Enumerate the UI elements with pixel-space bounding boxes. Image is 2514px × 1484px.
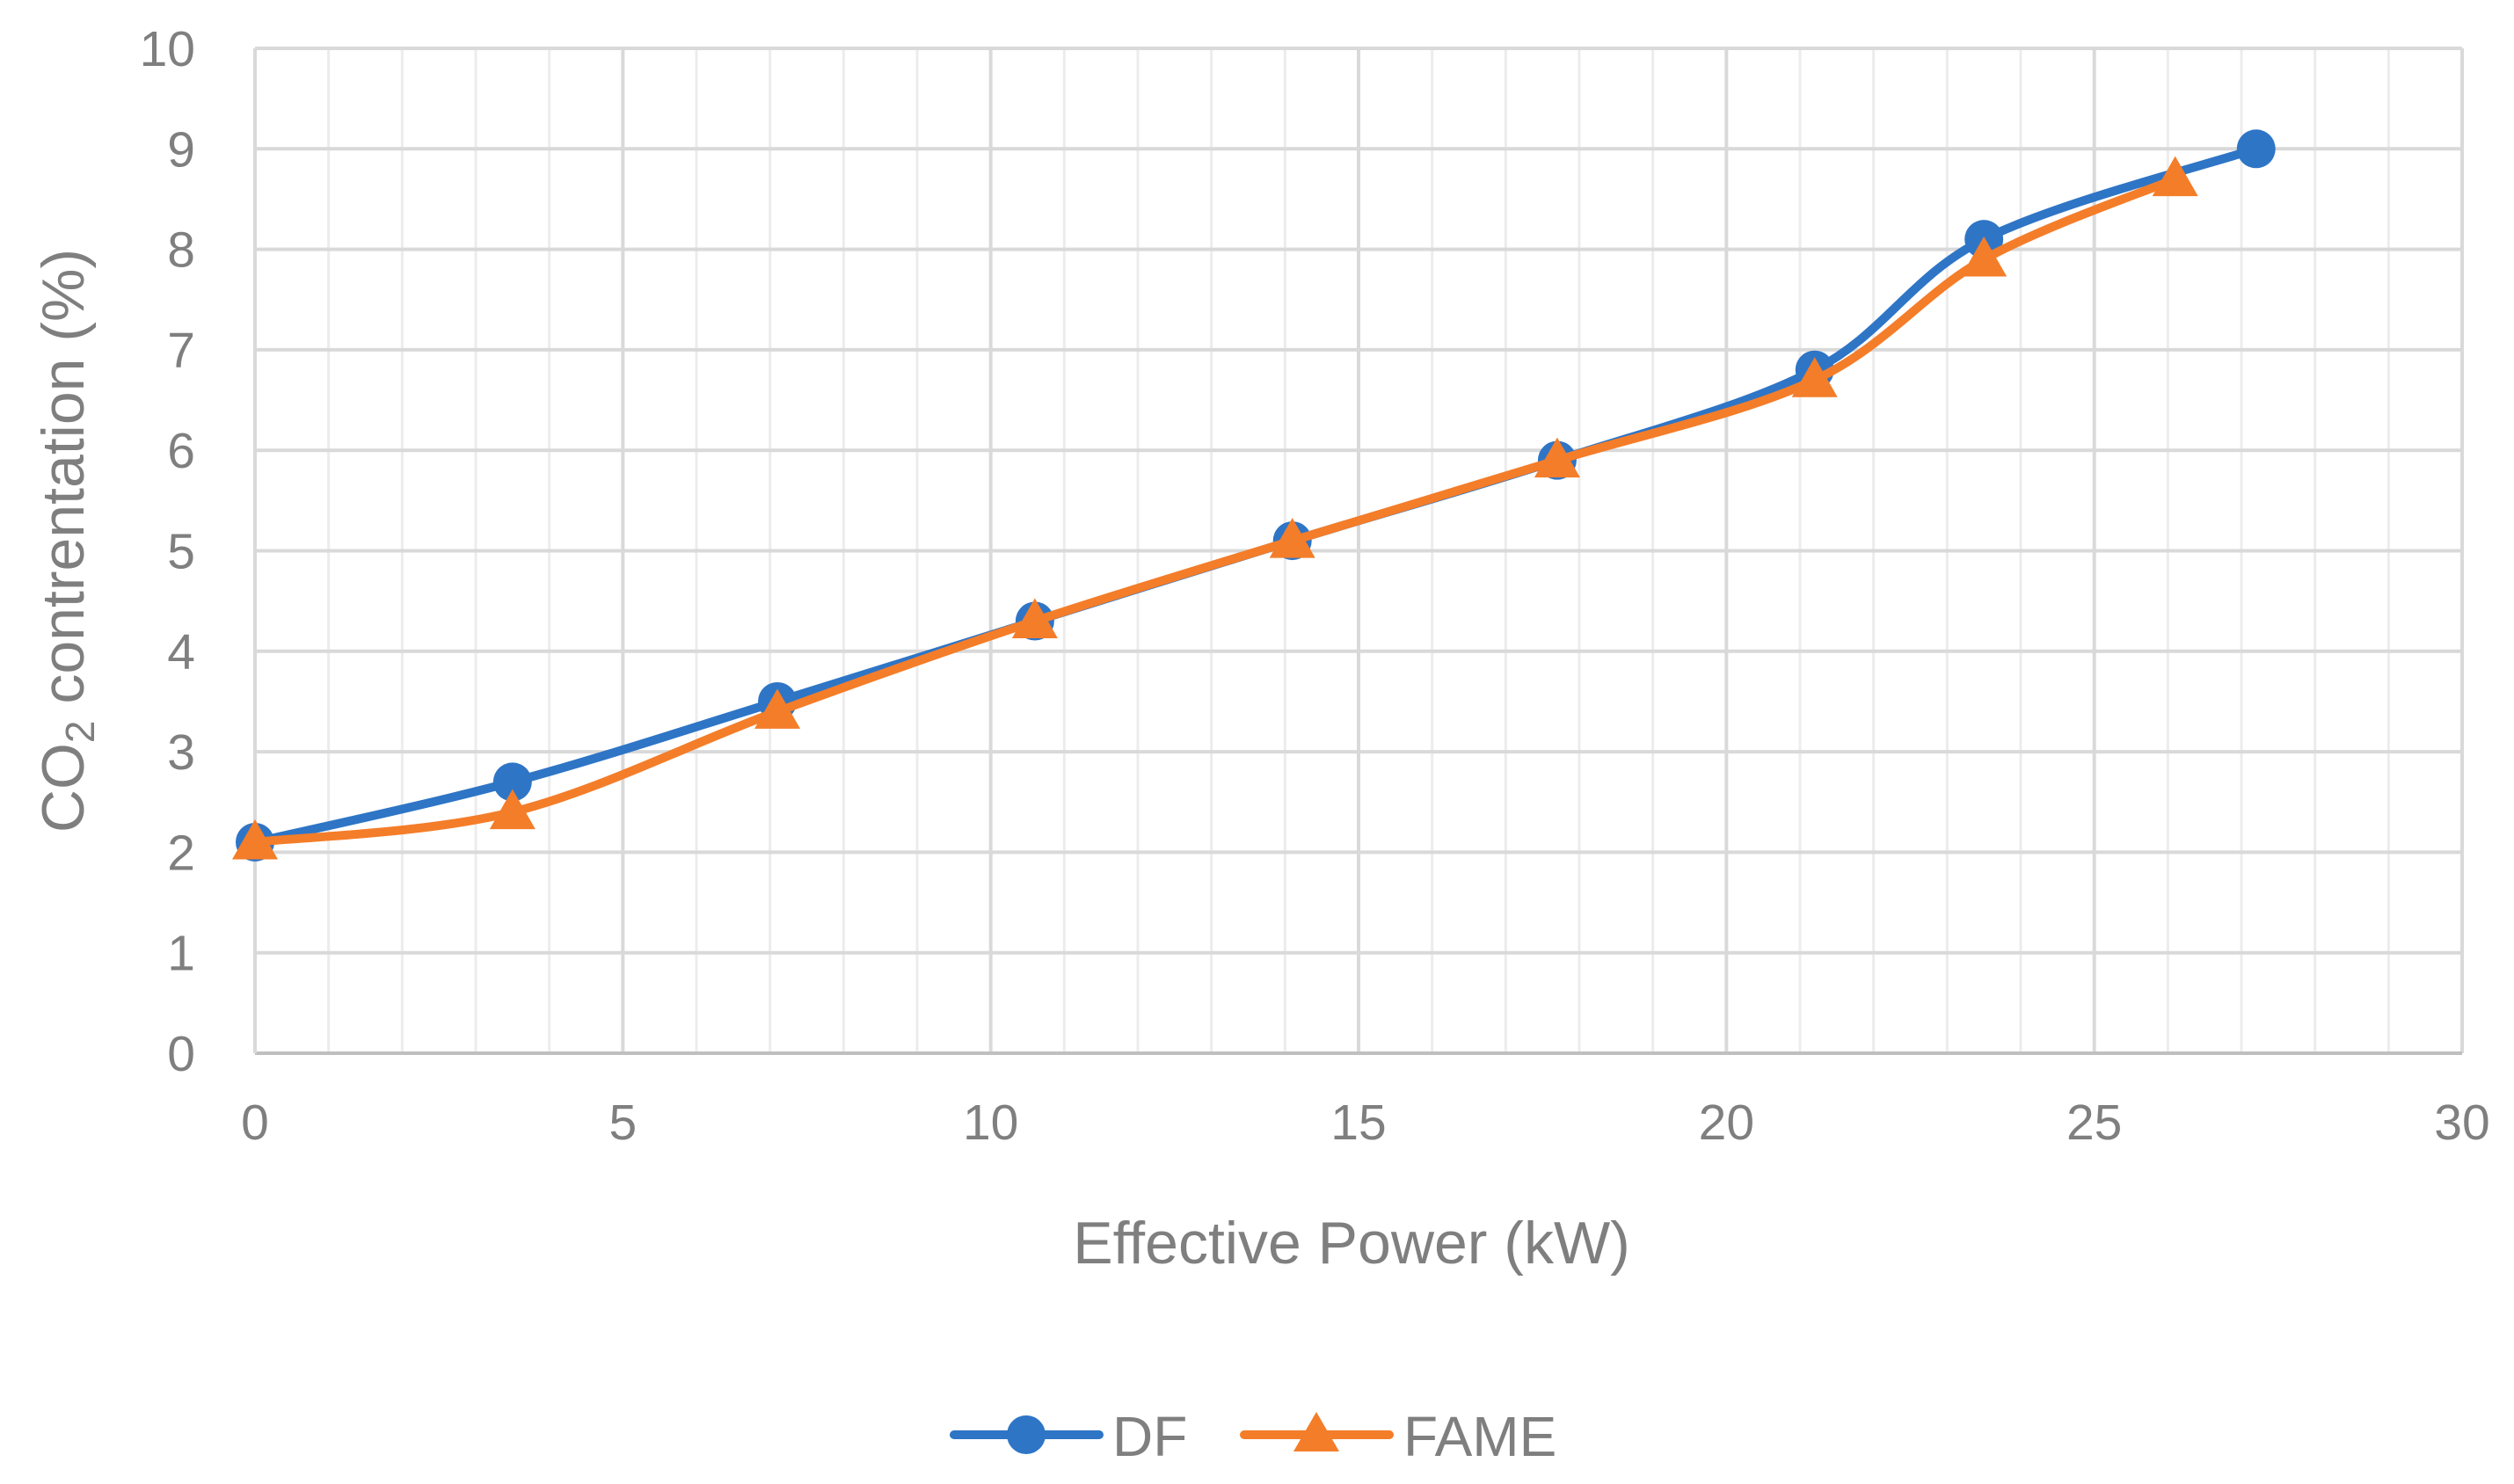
y-tick-label: 7 [167, 323, 195, 379]
data-point-fame[interactable] [2152, 156, 2198, 197]
legend-fame-marker [1293, 1412, 1339, 1451]
data-point-fame[interactable] [232, 818, 278, 860]
y-axis-title-subscript: 2 [57, 721, 103, 744]
y-tick-label: 10 [140, 21, 195, 77]
y-axis-title: CO2 contrentation (%) [30, 249, 103, 833]
legend-item-fame[interactable]: FAME [1240, 1405, 1556, 1468]
y-tick-labels: 0 1 2 3 4 5 6 7 8 9 10 [140, 21, 195, 1082]
series-line-df [251, 144, 2261, 847]
x-tick-label: 15 [1330, 1095, 1386, 1151]
major-gridlines [255, 47, 2464, 1053]
x-tick-label: 5 [608, 1095, 637, 1151]
data-point-df[interactable] [492, 762, 532, 802]
x-axis-title: Effective Power (kW) [1073, 1210, 1630, 1277]
data-point-fame[interactable] [1534, 437, 1580, 478]
y-axis-title-prefix: CO [30, 743, 97, 833]
data-point-fame[interactable] [754, 688, 801, 729]
series-line-fame [251, 174, 2180, 847]
data-point-fame[interactable] [1269, 518, 1315, 558]
x-tick-label: 10 [963, 1095, 1018, 1151]
y-tick-label: 1 [167, 926, 195, 982]
y-tick-label: 0 [167, 1026, 195, 1082]
y-tick-label: 4 [167, 624, 195, 680]
data-point-df[interactable] [2236, 129, 2276, 169]
x-tick-label: 0 [241, 1095, 269, 1151]
y-axis-title-suffix: contrentation (%) [30, 249, 97, 721]
y-tick-label: 5 [167, 524, 195, 580]
series-layer [232, 129, 2276, 862]
legend-df-marker [1007, 1415, 1046, 1454]
legend-df-label: DF [1112, 1405, 1187, 1468]
data-point-fame[interactable] [1011, 598, 1058, 639]
x-tick-label: 20 [1699, 1095, 1754, 1151]
data-point-fame[interactable] [1791, 357, 1838, 397]
y-tick-label: 8 [167, 222, 195, 279]
x-tick-label: 30 [2434, 1095, 2489, 1151]
data-point-fame[interactable] [1961, 236, 2008, 277]
y-tick-label: 6 [167, 423, 195, 479]
series-fame [232, 156, 2198, 860]
data-point-fame[interactable] [489, 789, 536, 830]
x-tick-label: 25 [2066, 1095, 2122, 1151]
x-tick-labels: 0 5 10 15 20 25 30 [241, 1095, 2490, 1151]
legend-fame-label: FAME [1403, 1405, 1556, 1468]
y-tick-label: 2 [167, 825, 195, 881]
axes [253, 48, 2462, 1055]
y-tick-label: 3 [167, 724, 195, 781]
legend: DF FAME [950, 1405, 1556, 1468]
y-tick-label: 9 [167, 121, 195, 178]
legend-item-df[interactable]: DF [950, 1405, 1187, 1468]
